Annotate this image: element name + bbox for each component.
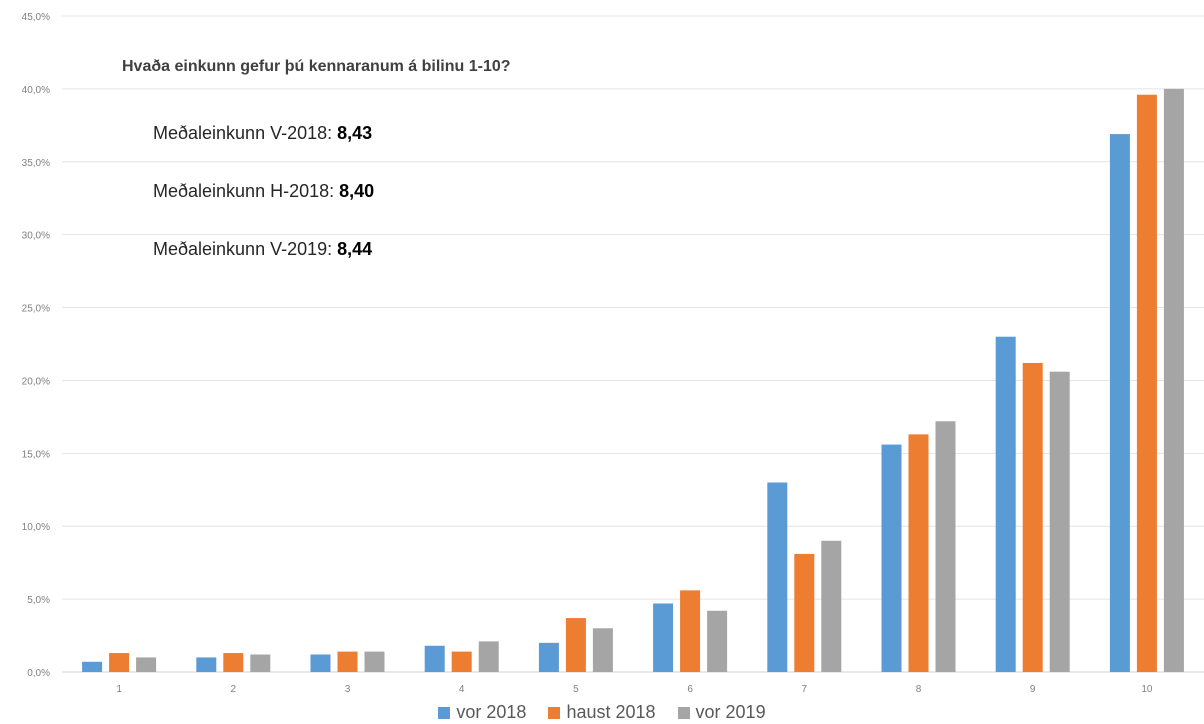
annotation-v2019: Meðaleinkunn V-2019: 8,44 [153, 239, 372, 260]
bar [310, 654, 331, 672]
x-tick-label: 7 [802, 684, 808, 695]
bars [82, 88, 1184, 673]
bar [1109, 134, 1130, 672]
bar [538, 642, 559, 672]
bar [478, 641, 499, 672]
annotation-label: Meðaleinkunn V-2019: [153, 239, 333, 259]
bar [82, 661, 103, 672]
y-tick-label: 15,0% [22, 449, 50, 460]
y-axis-ticks: 0,0% 5,0% 10,0% 15,0% 20,0% 25,0% 30,0% 35,0% 40… [22, 12, 50, 679]
bar [250, 654, 271, 672]
y-tick-label: 30,0% [22, 231, 50, 242]
bar [707, 610, 728, 672]
bar [653, 603, 674, 672]
bar [821, 540, 842, 672]
bar [881, 444, 902, 672]
annotation-v2018: Meðaleinkunn V-2018: 8,43 [153, 123, 372, 144]
bar [364, 651, 385, 672]
bar [680, 590, 701, 672]
bar [767, 482, 788, 672]
x-tick-label: 6 [687, 684, 693, 695]
y-tick-label: 45,0% [22, 12, 50, 23]
bar [565, 618, 586, 672]
x-tick-label: 4 [459, 684, 465, 695]
bar [196, 657, 217, 672]
annotation-value: 8,43 [337, 123, 373, 143]
y-tick-label: 5,0% [27, 595, 50, 606]
legend: vor 2018 haust 2018 vor 2019 [0, 702, 1204, 723]
bar [908, 434, 929, 672]
legend-swatch [438, 706, 451, 719]
x-axis-ticks: 1 2 3 4 5 6 7 8 9 10 [116, 684, 1153, 695]
x-tick-label: 2 [231, 684, 237, 695]
bar [1022, 362, 1043, 672]
legend-swatch [677, 706, 690, 719]
x-tick-label: 9 [1030, 684, 1036, 695]
y-tick-label: 35,0% [22, 158, 50, 169]
y-tick-label: 20,0% [22, 376, 50, 387]
annotation-label: Meðaleinkunn V-2018: [153, 123, 333, 143]
y-tick-label: 0,0% [27, 668, 50, 679]
bar [1163, 88, 1184, 672]
legend-item-vor-2018: vor 2018 [438, 702, 526, 723]
bar [109, 653, 130, 672]
chart-title: Hvaða einkunn gefur þú kennaranum á bili… [122, 58, 511, 75]
legend-label: haust 2018 [566, 702, 656, 722]
bar [223, 653, 244, 672]
bar [451, 651, 472, 672]
x-tick-label: 3 [345, 684, 351, 695]
x-tick-label: 8 [916, 684, 922, 695]
legend-swatch [548, 706, 561, 719]
bar [424, 645, 445, 672]
y-tick-label: 40,0% [22, 85, 50, 96]
x-tick-label: 10 [1141, 684, 1153, 695]
bar [1049, 371, 1070, 672]
bar [136, 657, 157, 672]
y-tick-label: 25,0% [22, 304, 50, 315]
annotation-value: 8,44 [337, 239, 373, 259]
annotation-h2018: Meðaleinkunn H-2018: 8,40 [153, 181, 374, 202]
bar [1136, 94, 1157, 673]
legend-item-haust-2018: haust 2018 [548, 702, 656, 723]
x-tick-label: 1 [116, 684, 122, 695]
legend-label: vor 2018 [456, 702, 527, 722]
annotation-value: 8,40 [339, 181, 375, 201]
bar [995, 336, 1016, 672]
gridlines [62, 15, 1204, 673]
bar [794, 553, 815, 672]
annotation-label: Meðaleinkunn H-2018: [153, 181, 335, 201]
x-tick-label: 5 [573, 684, 579, 695]
bar [592, 628, 613, 672]
bar [337, 651, 358, 672]
legend-label: vor 2019 [695, 702, 766, 722]
y-tick-label: 10,0% [22, 522, 50, 533]
bar [935, 421, 956, 672]
legend-item-vor-2019: vor 2019 [677, 702, 766, 723]
